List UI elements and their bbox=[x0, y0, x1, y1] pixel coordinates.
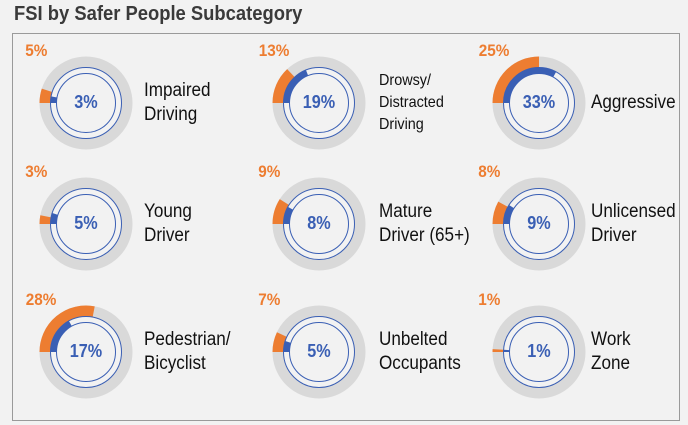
inner-ring-outline bbox=[503, 316, 575, 388]
inner-ring-outline bbox=[289, 73, 349, 133]
inner-ring-outline bbox=[509, 194, 569, 254]
inner-arc bbox=[503, 67, 557, 104]
outer-percent: 13% bbox=[258, 41, 290, 60]
donut-chart bbox=[39, 305, 133, 399]
page-title: FSI by Safer People Subcategory bbox=[14, 3, 303, 25]
inner-arc bbox=[283, 69, 309, 104]
label-line: Distracted bbox=[379, 94, 444, 111]
outer-arc bbox=[272, 199, 290, 225]
inner-percent: 5% bbox=[307, 341, 331, 361]
label-line: Impaired bbox=[144, 80, 211, 101]
subcategory-item: 1% 1% Work Zone bbox=[478, 290, 688, 415]
outer-arc bbox=[492, 201, 509, 225]
label-line: Driver bbox=[144, 225, 190, 246]
label-line: Bicyclist bbox=[144, 353, 206, 374]
subcategory-item: 9% 8% Mature Driver (65+) bbox=[258, 162, 489, 287]
inner-ring-outline bbox=[509, 322, 569, 382]
inner-ring-outline bbox=[289, 194, 349, 254]
subcategory-label: Unlicensed Driver bbox=[591, 200, 676, 248]
subcategory-item: 25% 33% Aggressive bbox=[479, 41, 688, 166]
inner-ring-outline bbox=[503, 67, 575, 139]
inner-ring-outline bbox=[56, 73, 116, 133]
donut-chart bbox=[492, 177, 586, 271]
subcategory-label: Work Zone bbox=[591, 328, 631, 376]
inner-percent: 1% bbox=[527, 341, 551, 361]
outer-arc bbox=[272, 332, 287, 353]
outer-percent: 7% bbox=[258, 290, 281, 309]
label-line: Driving bbox=[144, 104, 198, 125]
donut-chart bbox=[272, 177, 366, 271]
subcategory-item: 8% 9% Unlicensed Driver bbox=[478, 162, 688, 287]
subcategory-item: 28% 17% Pedestrian/Bicyclist bbox=[26, 290, 256, 415]
label-line: Work bbox=[591, 329, 631, 350]
subcategory-label: Pedestrian/Bicyclist bbox=[144, 328, 231, 376]
outer-arc bbox=[39, 215, 52, 225]
label-line: Pedestrian/ bbox=[144, 329, 231, 350]
label-line: Young bbox=[144, 201, 192, 222]
inner-ring-outline bbox=[50, 188, 122, 260]
inner-arc bbox=[50, 213, 58, 225]
inner-arc bbox=[50, 96, 58, 104]
inner-ring-outline bbox=[283, 188, 355, 260]
outer-arc bbox=[272, 69, 295, 104]
subcategory-label: Impaired Driving bbox=[144, 79, 211, 127]
subcategory-label: Aggressive bbox=[591, 91, 676, 115]
subcategory-item: 7% 5% Unbelted Occupants bbox=[258, 290, 489, 415]
inner-ring-outline bbox=[289, 322, 349, 382]
subcategory-label: Drowsy/Distracted Driving bbox=[379, 70, 444, 136]
label-line: Driver bbox=[591, 225, 637, 246]
inner-percent: 33% bbox=[522, 92, 556, 112]
inner-ring-outline bbox=[283, 316, 355, 388]
inner-arc bbox=[50, 320, 72, 353]
label-line: Driving bbox=[379, 116, 424, 133]
inner-ring-outline bbox=[56, 322, 116, 382]
donut-chart bbox=[39, 177, 133, 271]
label-line: Mature bbox=[379, 201, 433, 222]
panel bbox=[12, 33, 680, 421]
outer-arc bbox=[39, 305, 95, 353]
subcategory-item: 5% 3% Impaired Driving bbox=[25, 41, 256, 166]
subcategory-item: 13% 19% Drowsy/Distracted Driving bbox=[259, 41, 489, 166]
label-line: Drowsy/ bbox=[379, 72, 432, 89]
inner-arc bbox=[503, 204, 515, 225]
inner-ring-outline bbox=[509, 73, 569, 133]
inner-percent: 8% bbox=[307, 213, 331, 233]
label-line: Occupants bbox=[379, 353, 461, 374]
donut-chart bbox=[272, 305, 366, 399]
subcategory-item: 3% 5% Young Driver bbox=[25, 162, 256, 287]
inner-ring-outline bbox=[503, 188, 575, 260]
label-line: Driver (65+) bbox=[379, 225, 470, 246]
outer-percent: 9% bbox=[258, 162, 281, 181]
outer-percent: 1% bbox=[478, 290, 501, 309]
outer-percent: 25% bbox=[478, 41, 510, 60]
outer-percent: 28% bbox=[25, 290, 57, 309]
inner-arc bbox=[283, 206, 294, 225]
donut-chart bbox=[492, 56, 586, 150]
inner-percent: 19% bbox=[302, 92, 336, 112]
inner-ring-outline bbox=[56, 194, 116, 254]
label-line: Unlicensed bbox=[591, 201, 676, 222]
donut-chart bbox=[39, 56, 133, 150]
inner-percent: 9% bbox=[527, 213, 551, 233]
subcategory-label: Young Driver bbox=[144, 200, 192, 248]
outer-percent: 3% bbox=[25, 162, 48, 181]
inner-percent: 17% bbox=[69, 341, 103, 361]
donut-chart bbox=[272, 56, 366, 150]
subcategory-label: Mature Driver (65+) bbox=[379, 200, 470, 248]
inner-percent: 5% bbox=[74, 213, 98, 233]
outer-arc bbox=[39, 88, 53, 104]
subcategory-label: Unbelted Occupants bbox=[379, 328, 461, 376]
label-line: Zone bbox=[591, 353, 630, 374]
inner-ring-outline bbox=[50, 316, 122, 388]
outer-arc bbox=[492, 56, 540, 104]
outer-percent: 8% bbox=[478, 162, 501, 181]
label-line: Aggressive bbox=[591, 92, 676, 113]
donut-chart bbox=[492, 305, 586, 399]
outer-percent: 5% bbox=[25, 41, 48, 60]
inner-arc bbox=[283, 341, 291, 353]
label-line: Unbelted bbox=[379, 329, 448, 350]
inner-ring-outline bbox=[283, 67, 355, 139]
inner-percent: 3% bbox=[74, 92, 98, 112]
inner-ring-outline bbox=[50, 67, 122, 139]
